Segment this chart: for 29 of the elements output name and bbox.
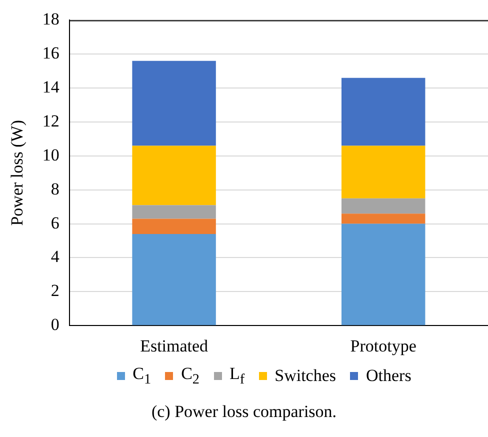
y-axis-title: Power loss (W) (8, 120, 27, 226)
legend-label: Others (366, 366, 412, 386)
legend-label: Switches (274, 366, 336, 386)
y-tick-label: 2 (50, 281, 60, 300)
bar (132, 234, 216, 326)
legend-label: C$_{2}$ (181, 364, 200, 388)
y-tick-label: 8 (50, 179, 60, 198)
y-tick-label: 12 (42, 111, 60, 130)
x-tick-label: Estimated (140, 336, 209, 356)
bar (341, 224, 426, 326)
bar (341, 146, 426, 198)
y-tick-label: 14 (42, 78, 60, 97)
y-tick-label: 0 (50, 315, 60, 334)
y-tick-label: 18 (42, 10, 60, 29)
bar (132, 218, 216, 234)
bar (132, 146, 216, 206)
y-tick-label: 10 (42, 145, 60, 164)
bar (132, 205, 216, 219)
bar (341, 198, 426, 214)
legend-label: C$_{1}$ (132, 364, 152, 388)
bar (341, 214, 426, 224)
bar (341, 78, 426, 146)
x-tick-label: Prototype (350, 336, 416, 356)
y-tick-label: 16 (42, 44, 60, 63)
y-tick-label: 4 (50, 247, 60, 266)
bar (132, 60, 216, 146)
y-tick-label: 6 (50, 213, 60, 232)
legend-label: L$_{f}$ (230, 364, 245, 388)
text: (c) Power loss comparison. (150, 402, 338, 422)
